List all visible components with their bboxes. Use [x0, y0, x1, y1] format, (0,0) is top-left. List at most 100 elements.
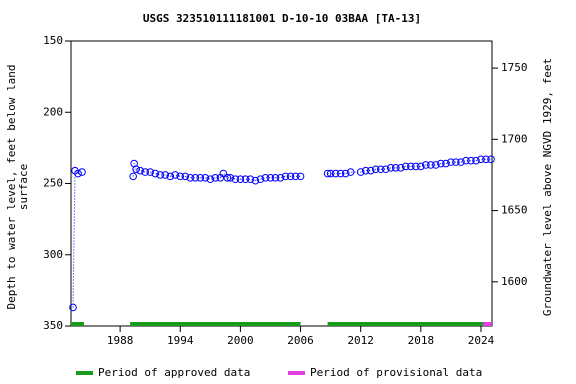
- y-tick-label: 250: [43, 177, 63, 190]
- period-bar: [327, 322, 483, 326]
- data-point: [276, 174, 285, 182]
- x-tick-label: 2012: [347, 334, 374, 347]
- y2-axis-label: Groundwater level above NGVD 1929, feet: [541, 58, 554, 316]
- data-point: [246, 175, 255, 184]
- period-bar: [130, 322, 301, 326]
- legend-label: Period of provisional data: [310, 366, 482, 379]
- data-point: [226, 174, 235, 182]
- data-point: [447, 158, 455, 166]
- data-point: [356, 168, 365, 176]
- legend-label: Period of approved data: [98, 366, 250, 379]
- data-point: [477, 155, 485, 164]
- x-tick-label: 1994: [167, 334, 194, 347]
- data-point: [472, 156, 480, 165]
- data-point: [341, 169, 350, 178]
- y-axis-label: surface: [17, 164, 30, 210]
- x-tick-label: 2000: [227, 334, 254, 347]
- data-point: [141, 168, 149, 176]
- data-point: [251, 176, 260, 185]
- data-point: [78, 168, 86, 176]
- data-point: [291, 172, 300, 181]
- chart-title: USGS 323510111181001 D-10-10 03BAA [TA-1…: [143, 12, 421, 25]
- y2-tick-label: 1650: [501, 204, 528, 217]
- data-point: [166, 172, 175, 181]
- data-point: [452, 158, 460, 166]
- data-point: [286, 172, 295, 181]
- y2-tick-label: 1750: [501, 61, 528, 74]
- data-point: [223, 174, 232, 182]
- data-point: [376, 165, 385, 174]
- data-point: [241, 175, 250, 184]
- data-point: [412, 162, 420, 171]
- data-point: [366, 166, 375, 175]
- data-point: [386, 164, 395, 172]
- data-point: [236, 175, 245, 184]
- data-point: [136, 166, 144, 175]
- data-point: [371, 165, 380, 174]
- data-point: [467, 156, 475, 165]
- data-point: [211, 174, 220, 182]
- data-point: [281, 172, 290, 181]
- data-point: [391, 164, 400, 172]
- period-bar: [71, 322, 85, 326]
- data-point: [336, 169, 345, 178]
- data-point: [266, 174, 275, 182]
- data-point: [432, 161, 440, 169]
- data-point: [186, 174, 195, 182]
- data-point: [346, 168, 355, 176]
- plot-frame: [70, 40, 493, 327]
- data-point: [331, 169, 340, 178]
- data-point: [437, 159, 445, 168]
- data-point: [74, 169, 82, 178]
- data-point: [161, 171, 170, 179]
- data-point: [181, 172, 190, 181]
- data-point: [191, 174, 200, 182]
- data-point: [219, 169, 228, 178]
- data-point: [171, 171, 180, 179]
- y2-tick-label: 1700: [501, 132, 528, 145]
- x-tick-label: 2018: [408, 334, 435, 347]
- data-point: [427, 161, 435, 169]
- period-bar: [482, 322, 492, 326]
- data-point: [176, 172, 185, 181]
- data-point: [231, 175, 240, 184]
- data-point: [256, 175, 265, 184]
- x-tick-label: 1988: [107, 334, 134, 347]
- data-point: [196, 174, 205, 182]
- x-tick-label: 2006: [287, 334, 314, 347]
- y-tick-label: 150: [43, 34, 63, 47]
- data-point: [487, 155, 495, 164]
- data-point: [442, 159, 450, 168]
- data-point: [407, 162, 415, 171]
- data-point: [462, 156, 470, 165]
- data-point: [381, 165, 390, 174]
- data-point: [296, 172, 305, 181]
- y-tick-label: 300: [43, 248, 63, 261]
- data-point: [261, 174, 270, 182]
- data-point: [457, 158, 465, 166]
- y-tick-label: 350: [43, 319, 63, 332]
- data-point: [129, 172, 137, 181]
- data-point: [146, 168, 154, 176]
- data-point: [271, 174, 280, 182]
- data-point: [482, 155, 490, 164]
- series-line: [72, 169, 83, 308]
- data-point: [396, 164, 405, 172]
- data-point: [206, 175, 215, 184]
- y-tick-label: 200: [43, 105, 63, 118]
- data-point: [201, 174, 210, 182]
- data-point: [156, 171, 165, 179]
- y2-tick-label: 1600: [501, 275, 528, 288]
- data-point: [69, 303, 77, 312]
- y-axis-label: Depth to water level, feet below land: [5, 64, 18, 309]
- data-point: [151, 169, 159, 178]
- data-point: [323, 169, 332, 178]
- data-point: [422, 161, 430, 169]
- data-point: [417, 162, 425, 171]
- x-tick-label: 2024: [468, 334, 495, 347]
- data-point: [401, 162, 410, 171]
- data-point: [326, 169, 335, 178]
- data-point: [361, 166, 370, 175]
